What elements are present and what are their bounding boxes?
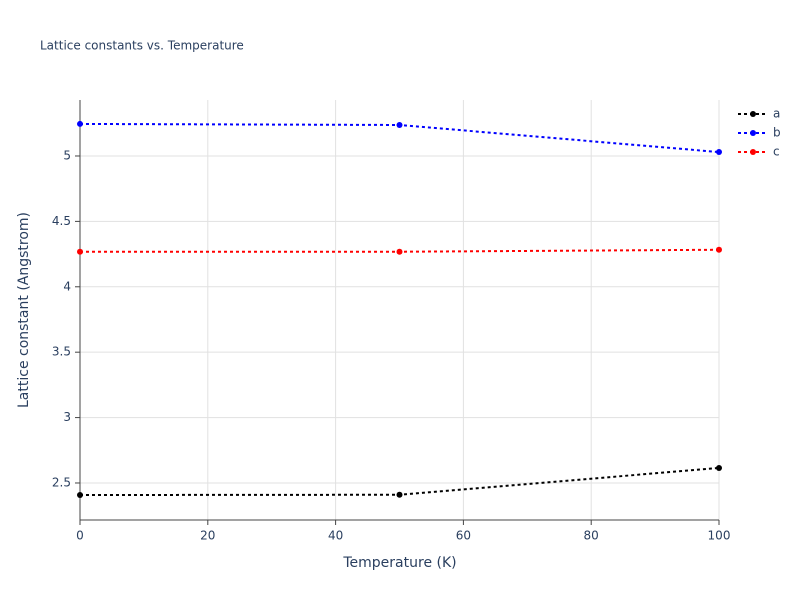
legend-item: b — [738, 126, 781, 140]
data-point — [716, 246, 722, 253]
legend-label: a — [773, 107, 780, 121]
legend-marker — [750, 149, 756, 155]
chart-title: Lattice constants vs. Temperature — [40, 39, 244, 53]
x-tick-label: 20 — [200, 529, 215, 543]
x-tick-label: 60 — [456, 529, 471, 543]
data-point — [77, 248, 83, 255]
y-tick-label: 3.5 — [52, 345, 71, 359]
x-tick-label: 0 — [76, 529, 84, 543]
y-tick-label: 3 — [63, 410, 71, 424]
legend-label: b — [773, 126, 781, 140]
x-tick-label: 100 — [708, 529, 731, 543]
y-tick-label: 4.5 — [52, 214, 71, 228]
legend-item: a — [738, 107, 780, 121]
legend-item: c — [738, 145, 780, 159]
y-tick-label: 5 — [63, 148, 71, 162]
data-point — [716, 149, 722, 156]
legend-marker — [750, 130, 756, 136]
y-axis-title: Lattice constant (Angstrom) — [16, 212, 32, 408]
data-point — [716, 464, 722, 471]
data-point — [396, 248, 403, 255]
data-point — [396, 491, 403, 498]
x-tick-label: 40 — [328, 529, 343, 543]
data-point — [77, 492, 83, 499]
y-tick-label: 4 — [63, 279, 71, 293]
y-tick-label: 2.5 — [52, 475, 71, 489]
data-point — [396, 121, 403, 128]
x-axis-title: Temperature (K) — [342, 555, 456, 571]
x-tick-label: 80 — [584, 529, 599, 543]
legend-marker — [750, 111, 756, 117]
legend-label: c — [773, 145, 780, 159]
data-point — [77, 120, 83, 127]
